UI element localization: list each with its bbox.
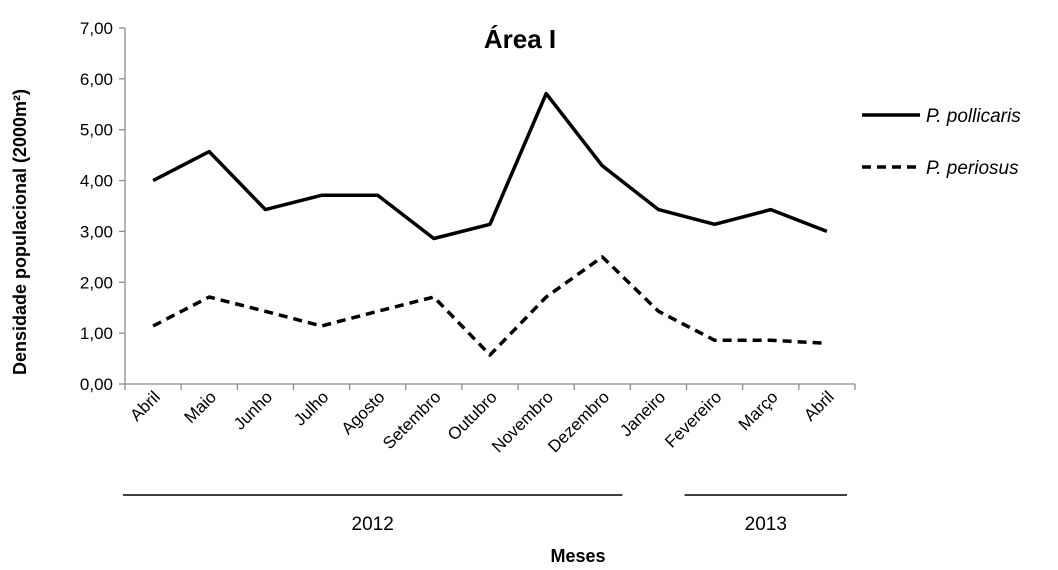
x-tick-label: Janeiro <box>616 387 669 440</box>
y-tick-label: 3,00 <box>80 222 113 241</box>
chart-title: Área I <box>484 24 556 54</box>
y-tick-label: 2,00 <box>80 273 113 292</box>
legend: P. pollicaris P. periosus <box>862 106 1021 179</box>
x-axis-title: Meses <box>550 546 605 566</box>
year-group-label: 2013 <box>745 514 787 535</box>
year-group-label: 2012 <box>352 514 394 535</box>
y-axis-title: Densidade populacional (2000m²) <box>10 89 30 375</box>
x-tick-label: Fevereiro <box>661 387 725 451</box>
x-tick-label: Setembro <box>379 387 445 453</box>
x-tick-label: Abril <box>800 387 837 424</box>
x-tick-label: Julho <box>290 387 332 429</box>
x-tick-label: Abril <box>126 387 163 424</box>
y-tick-label: 6,00 <box>80 70 113 89</box>
legend-label: P. periosus <box>926 158 1019 179</box>
x-tick-label: Março <box>735 387 782 434</box>
year-groups: 2012 2013 <box>123 494 847 535</box>
x-tick-label: Maio <box>181 387 220 426</box>
x-tick-label: Outubro <box>444 387 501 444</box>
axes <box>124 28 855 385</box>
y-tick-label: 0,00 <box>80 375 113 394</box>
x-tick-label: Junho <box>230 387 276 433</box>
y-tick-label: 1,00 <box>80 324 113 343</box>
x-tick-label: Dezembro <box>544 387 613 456</box>
y-ticks: 0,00 1,00 2,00 3,00 4,00 5,00 6,00 7,00 <box>80 19 125 394</box>
y-tick-label: 7,00 <box>80 19 113 38</box>
x-tick-label: Agosto <box>338 387 389 438</box>
y-tick-label: 5,00 <box>80 121 113 140</box>
series-line-0 <box>152 91 828 241</box>
series-lines <box>152 91 828 357</box>
y-tick-label: 4,00 <box>80 172 113 191</box>
series-line-1 <box>152 255 827 357</box>
legend-label: P. pollicaris <box>926 106 1021 127</box>
